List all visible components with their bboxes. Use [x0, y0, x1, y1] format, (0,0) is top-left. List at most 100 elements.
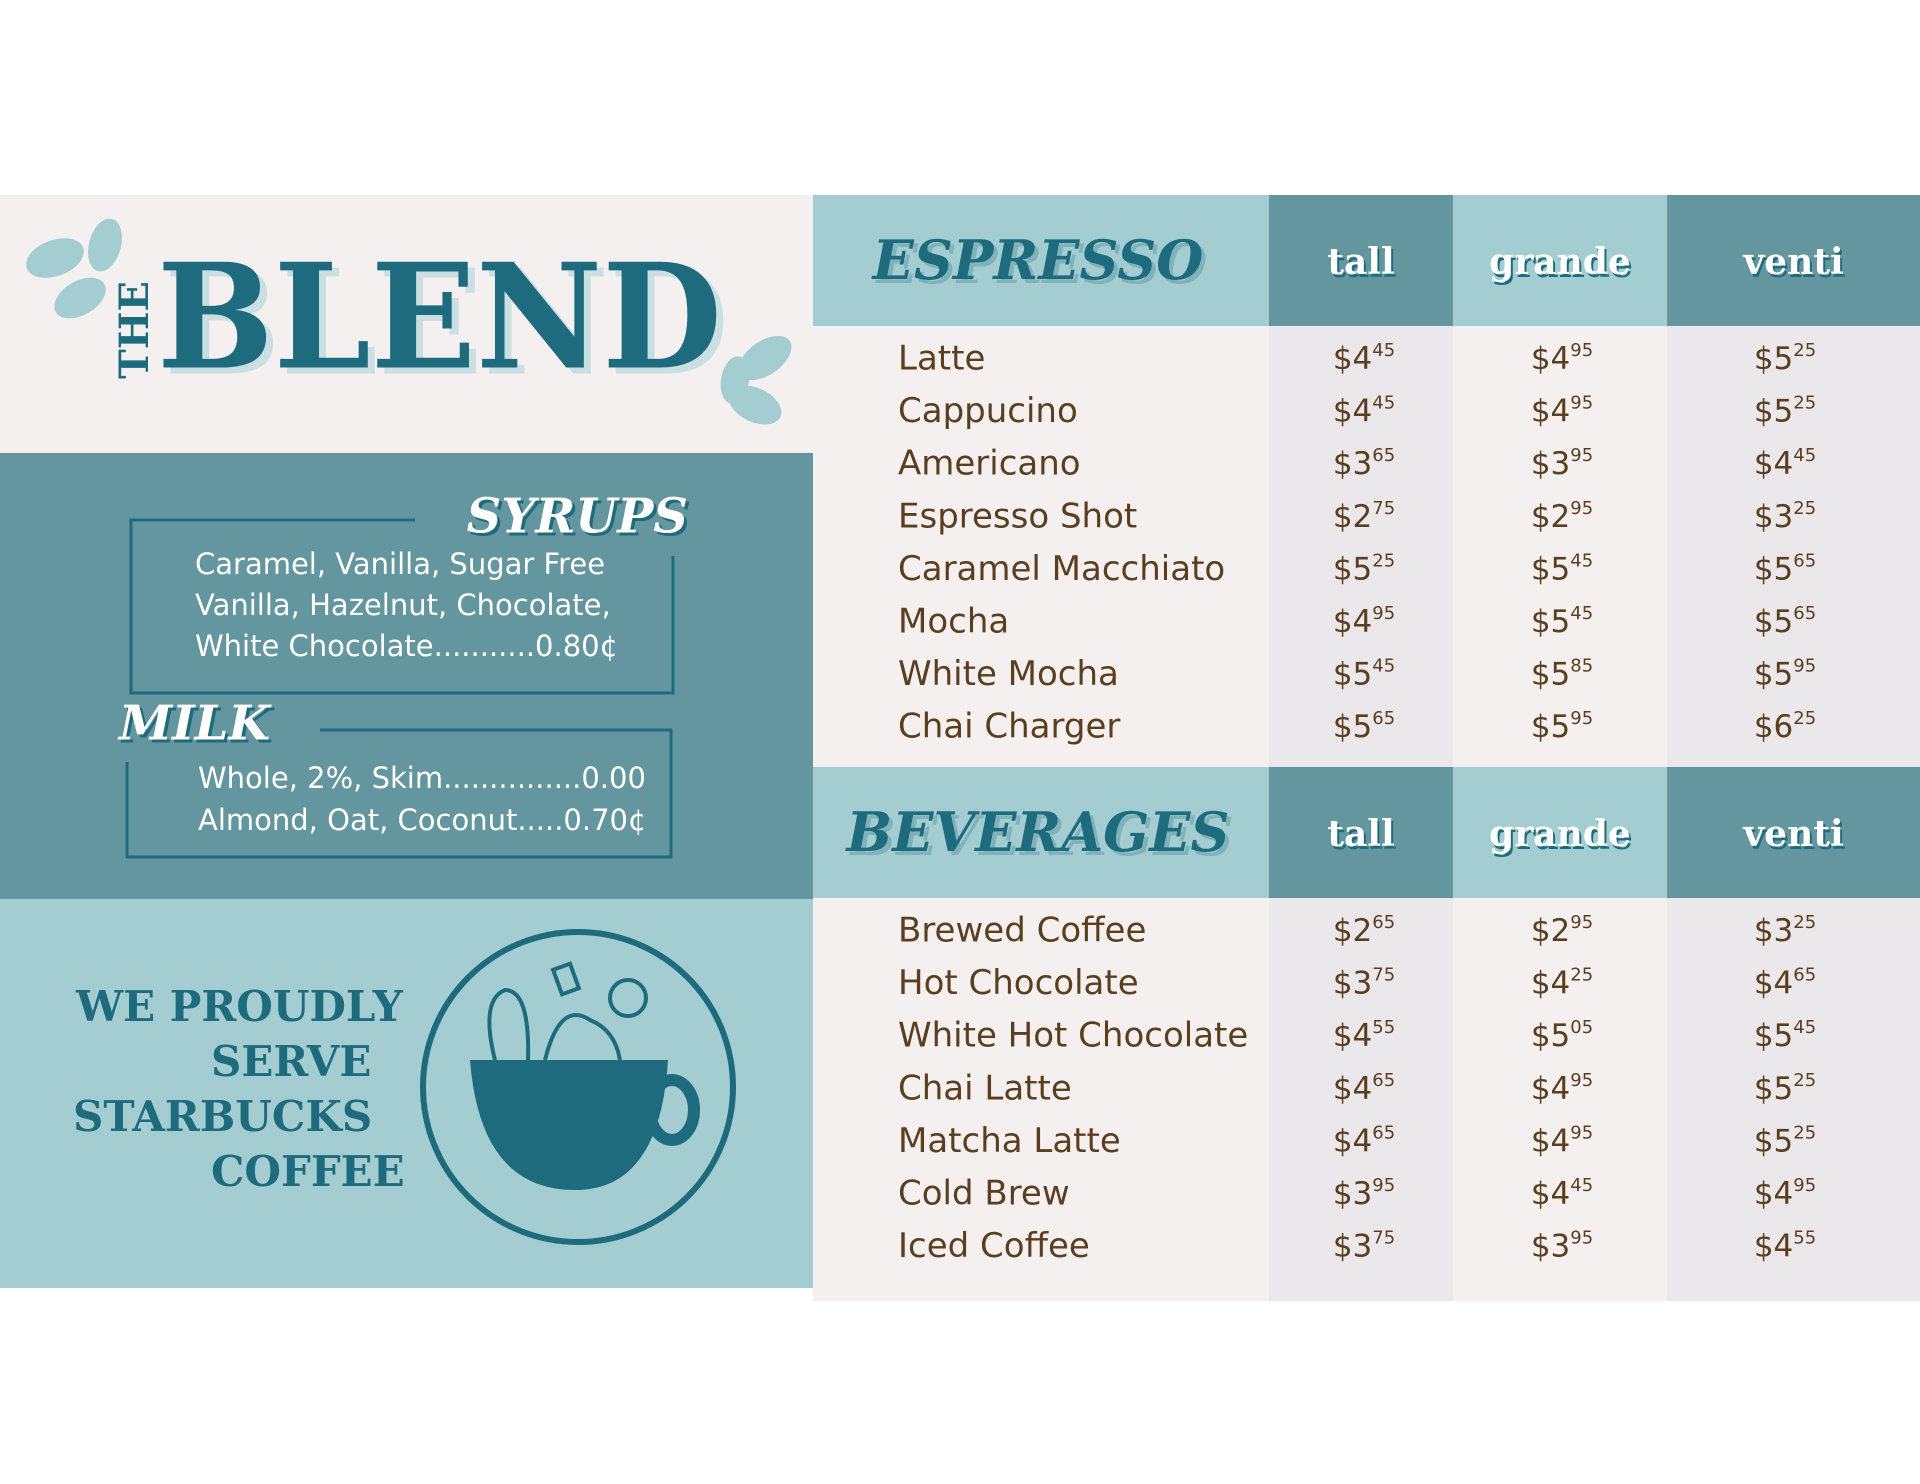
price-cents: 55 — [1793, 1228, 1816, 1249]
item-name: Cold Brew — [898, 1174, 1070, 1214]
price: $265 — [1333, 912, 1395, 949]
price: $595 — [1754, 656, 1816, 693]
price: $495 — [1531, 1122, 1593, 1159]
price-dollars: $5 — [1754, 341, 1793, 377]
tagline-panel — [0, 899, 813, 1288]
size-column-bg — [1453, 326, 1667, 782]
price: $545 — [1531, 603, 1593, 640]
price-dollars: $5 — [1333, 709, 1372, 745]
price: $325 — [1754, 498, 1816, 535]
syrups-title: SYRUPS — [467, 489, 688, 545]
price-cents: 45 — [1372, 393, 1395, 414]
item-name: Hot Chocolate — [898, 963, 1139, 1003]
price-cents: 95 — [1570, 393, 1593, 414]
price-dollars: $3 — [1333, 965, 1372, 1001]
price-cents: 95 — [1570, 340, 1593, 361]
price-dollars: $5 — [1754, 551, 1793, 587]
brand-name: BLEND — [157, 233, 722, 403]
size-column-bg — [1269, 326, 1453, 782]
size-label: grande — [1489, 813, 1631, 855]
price-cents: 25 — [1793, 1122, 1816, 1143]
price: $545 — [1754, 1017, 1816, 1054]
size-column-bg — [1667, 898, 1920, 1302]
syrup-line: Vanilla, Hazelnut, Chocolate, — [195, 588, 611, 622]
brand-the: THE — [111, 281, 158, 379]
price-dollars: $4 — [1333, 1018, 1372, 1054]
price-dollars: $5 — [1333, 656, 1372, 692]
price: $455 — [1333, 1017, 1395, 1054]
price-dollars: $6 — [1754, 709, 1793, 745]
size-header-bg — [1269, 767, 1453, 898]
coffee-beans — [26, 218, 792, 425]
size-header-bg — [1269, 195, 1453, 326]
price-cents: 95 — [1570, 445, 1593, 466]
brand-panel — [0, 195, 813, 453]
section-title: BEVERAGES — [845, 800, 1230, 864]
size-column-bg — [1269, 898, 1453, 1302]
price-dollars: $5 — [1754, 1123, 1793, 1159]
price-dollars: $3 — [1333, 1176, 1372, 1212]
price-cents: 45 — [1570, 550, 1593, 571]
tagline-line: WE PROUDLY — [75, 982, 404, 1031]
price-dollars: $4 — [1531, 1123, 1570, 1159]
price: $465 — [1754, 965, 1816, 1002]
price-cents: 75 — [1372, 1228, 1395, 1249]
price-dollars: $2 — [1531, 498, 1570, 534]
price-cents: 25 — [1793, 1070, 1816, 1091]
item-name: Brewed Coffee — [898, 911, 1146, 951]
item-name: Latte — [898, 339, 985, 379]
price-dollars: $3 — [1531, 446, 1570, 482]
price-cents: 95 — [1570, 1122, 1593, 1143]
price-dollars: $5 — [1754, 393, 1793, 429]
price: $525 — [1333, 550, 1395, 587]
item-name: White Mocha — [898, 654, 1119, 694]
price: $445 — [1754, 445, 1816, 482]
item-name: Cappucino — [898, 391, 1078, 431]
price-cents: 55 — [1372, 1017, 1395, 1038]
price: $395 — [1333, 1175, 1395, 1212]
item-name: Iced Coffee — [898, 1226, 1090, 1266]
size-label: tall — [1327, 241, 1394, 283]
item-name: Espresso Shot — [898, 496, 1137, 536]
price-dollars: $5 — [1754, 604, 1793, 640]
size-label-shadow: grande — [1491, 816, 1633, 858]
size-header-bg — [1667, 767, 1920, 898]
price: $565 — [1754, 603, 1816, 640]
price: $525 — [1754, 340, 1816, 377]
price-cents: 95 — [1372, 1175, 1395, 1196]
price: $465 — [1333, 1070, 1395, 1107]
price-cents: 95 — [1570, 708, 1593, 729]
section-title-shadow: ESPRESSO — [875, 232, 1208, 296]
price-cents: 65 — [1372, 708, 1395, 729]
price: $465 — [1333, 1122, 1395, 1159]
price-cents: 95 — [1570, 1228, 1593, 1249]
milk-frame — [125, 728, 673, 859]
price-cents: 65 — [1372, 1070, 1395, 1091]
price: $595 — [1531, 708, 1593, 745]
price: $565 — [1333, 708, 1395, 745]
tagline-line: SERVE — [211, 1037, 371, 1086]
milk-title-shadow: MILK — [120, 699, 275, 755]
price-dollars: $4 — [1333, 604, 1372, 640]
price-cents: 45 — [1793, 445, 1816, 466]
price-cents: 45 — [1372, 656, 1395, 677]
price-dollars: $3 — [1754, 498, 1793, 534]
section-title-shadow: BEVERAGES — [849, 804, 1234, 868]
size-label: venti — [1742, 813, 1843, 855]
price: $325 — [1754, 912, 1816, 949]
price-cents: 95 — [1570, 912, 1593, 933]
price-cents: 25 — [1372, 550, 1395, 571]
price-cents: 25 — [1793, 708, 1816, 729]
size-label-shadow: tall — [1329, 244, 1396, 286]
price-dollars: $2 — [1531, 913, 1570, 949]
item-name: White Hot Chocolate — [898, 1016, 1248, 1056]
price: $375 — [1333, 1228, 1395, 1265]
item-name: Mocha — [898, 602, 1009, 642]
size-label: tall — [1327, 813, 1394, 855]
price-cents: 95 — [1372, 603, 1395, 624]
price-dollars: $4 — [1531, 1176, 1570, 1212]
price-dollars: $3 — [1754, 913, 1793, 949]
price-cents: 25 — [1793, 340, 1816, 361]
tagline-line: STARBUCKS — [73, 1092, 372, 1141]
price: $495 — [1531, 1070, 1593, 1107]
